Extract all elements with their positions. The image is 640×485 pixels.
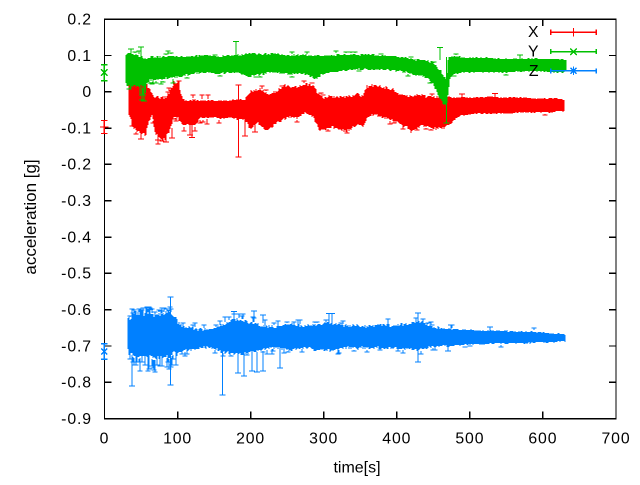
svg-text:-0.4: -0.4 xyxy=(61,229,92,246)
svg-text:time[s]: time[s] xyxy=(333,460,380,477)
svg-text:0: 0 xyxy=(100,431,110,448)
svg-text:-0.2: -0.2 xyxy=(61,157,92,174)
svg-text:-0.3: -0.3 xyxy=(61,193,92,210)
svg-text:100: 100 xyxy=(163,431,192,448)
svg-text:600: 600 xyxy=(528,431,557,448)
svg-text:700: 700 xyxy=(601,431,630,448)
svg-text:Y: Y xyxy=(528,44,539,61)
svg-text:0.2: 0.2 xyxy=(67,12,92,29)
svg-text:300: 300 xyxy=(309,431,338,448)
svg-text:-0.1: -0.1 xyxy=(61,120,92,137)
svg-text:500: 500 xyxy=(455,431,484,448)
svg-text:-0.9: -0.9 xyxy=(61,411,92,428)
svg-text:X: X xyxy=(528,24,539,41)
svg-text:acceleration [g]: acceleration [g] xyxy=(21,159,40,274)
svg-text:-0.7: -0.7 xyxy=(61,338,92,355)
svg-text:Z: Z xyxy=(529,63,539,80)
svg-text:-0.5: -0.5 xyxy=(61,266,92,283)
svg-text:-0.6: -0.6 xyxy=(61,302,92,319)
svg-text:-0.8: -0.8 xyxy=(61,375,92,392)
svg-text:400: 400 xyxy=(382,431,411,448)
svg-text:0: 0 xyxy=(82,84,92,101)
svg-text:200: 200 xyxy=(236,431,265,448)
svg-text:0.1: 0.1 xyxy=(67,48,92,65)
